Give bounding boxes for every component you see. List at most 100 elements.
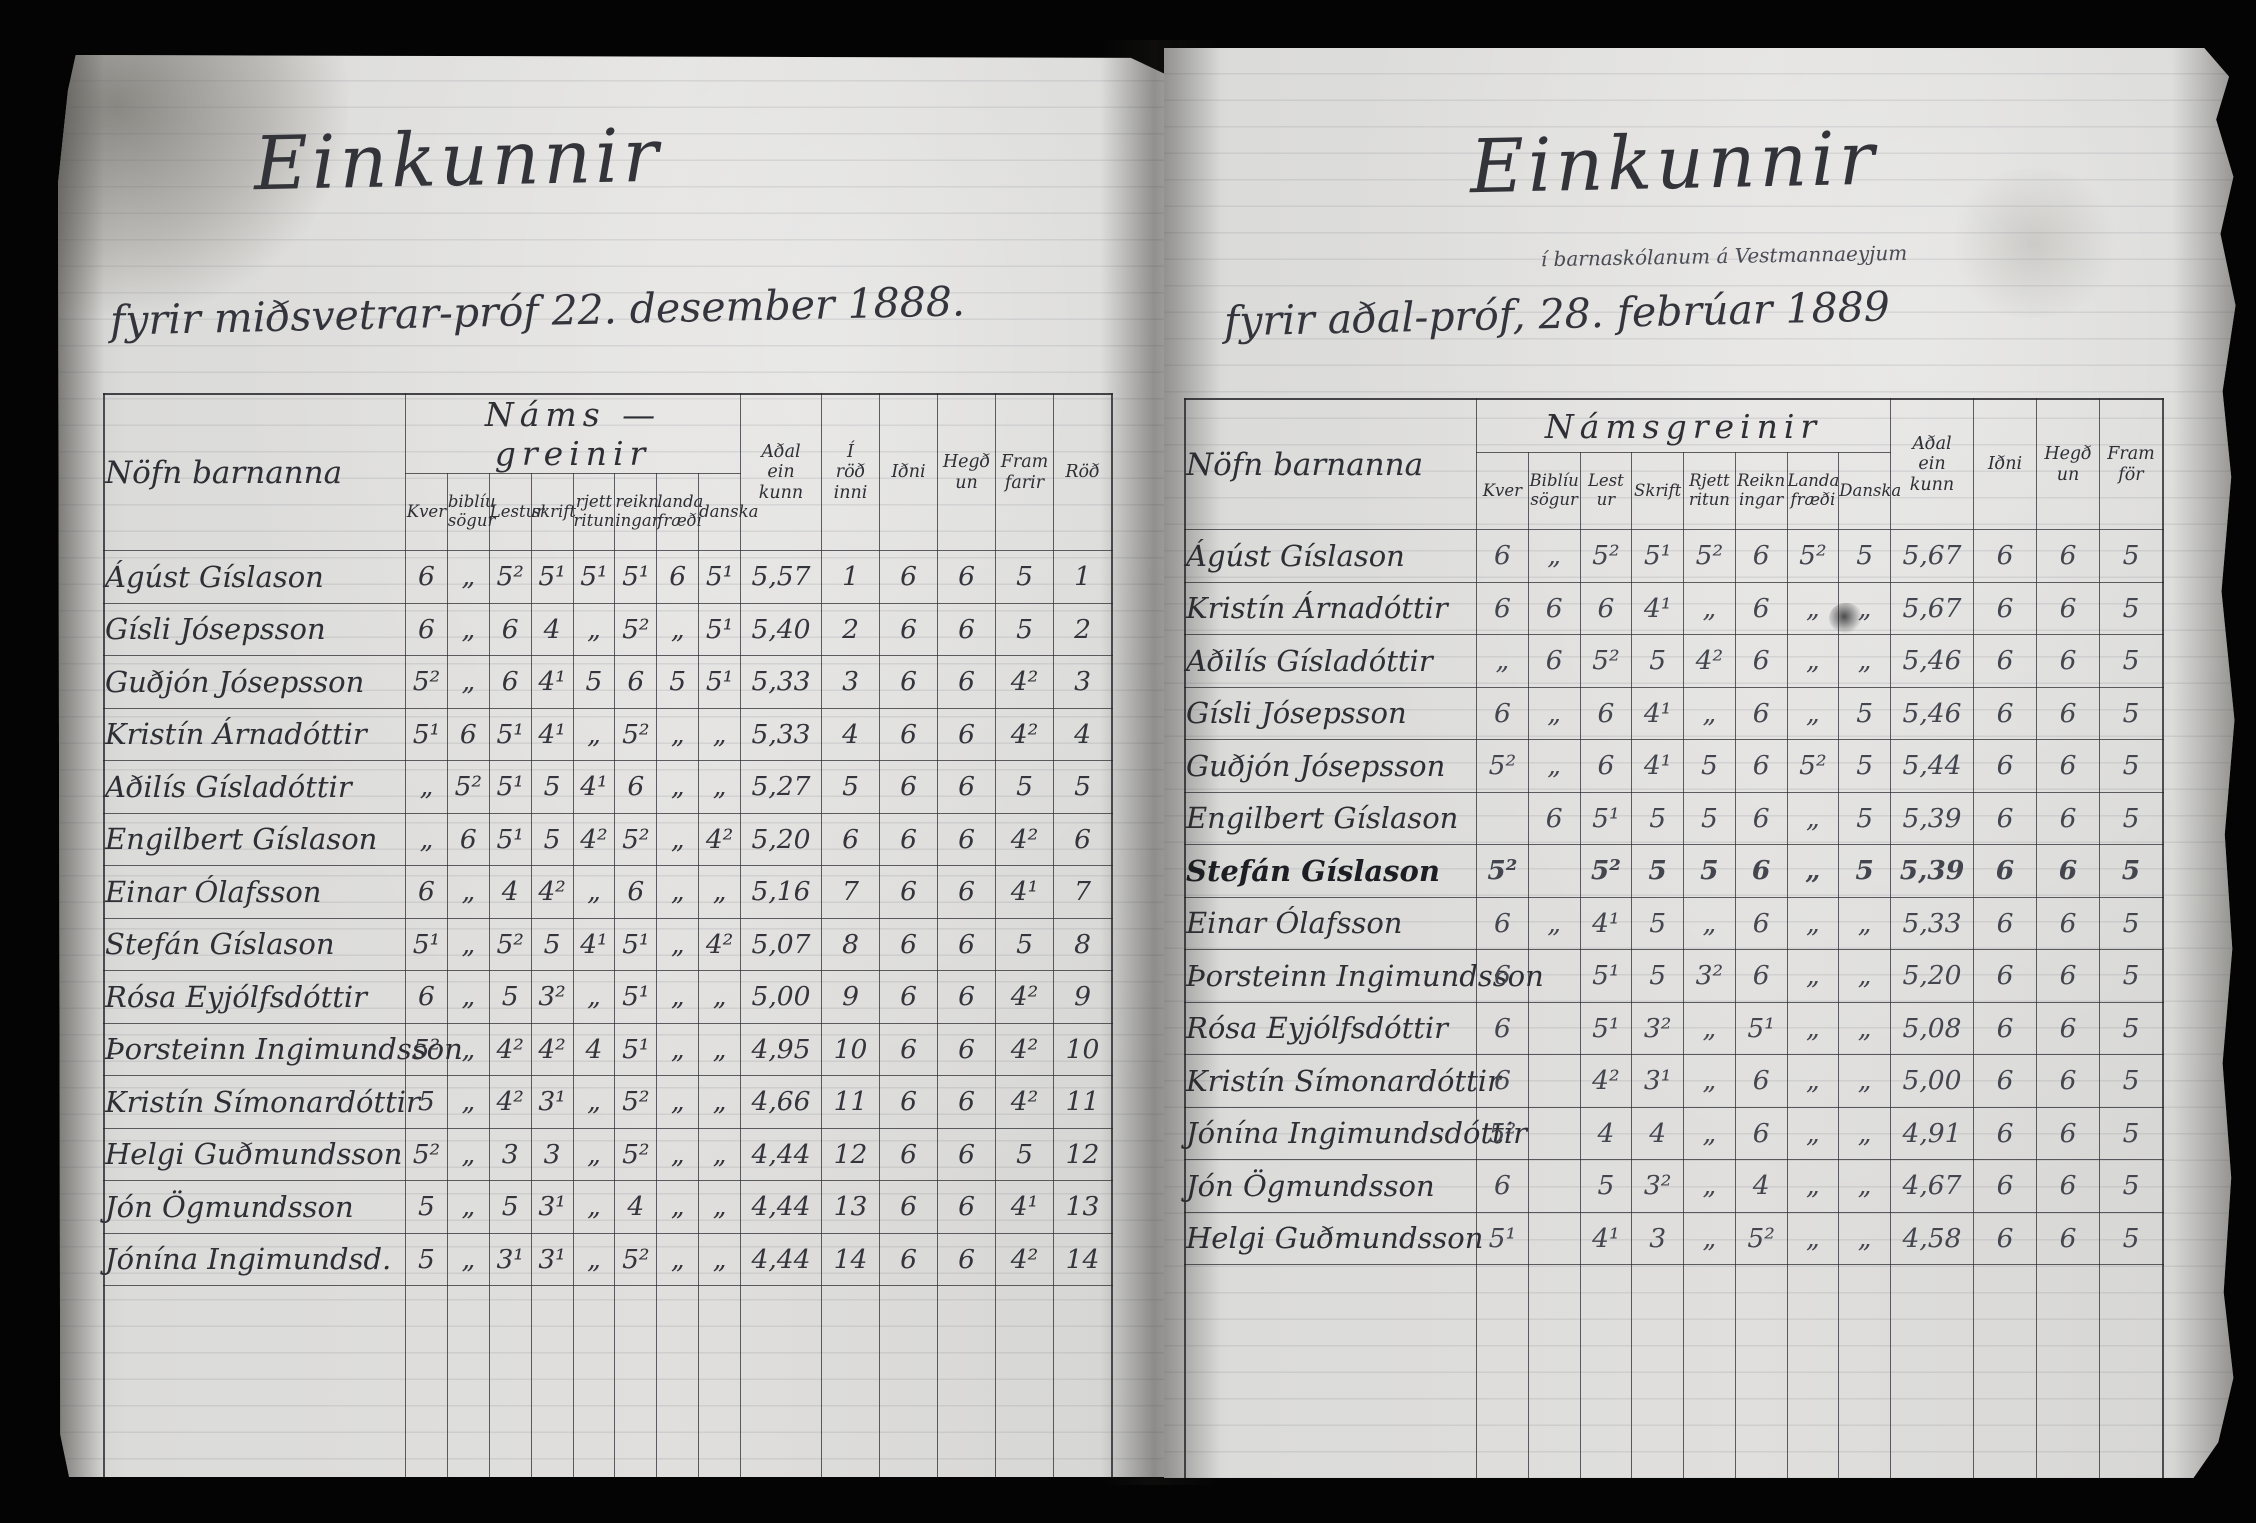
grade-cell: 5 [1838,739,1891,793]
grade-cell: 5 [2099,791,2164,845]
grade-cell: 3 [488,1127,532,1181]
student-row: Aðilís Gísladóttir „ 6 5² 5 4² 6 „ „ 5,46 6 6 5 [1184,634,2164,688]
grade-cell: 6 [937,1022,996,1076]
grade-cell: 4,95 [740,1022,822,1076]
summary-column-header: Iðni [879,393,938,551]
grade-cell: 4 [1579,1106,1633,1160]
grade-cell: 5² [405,655,448,709]
student-name: Jónína Ingimundsd. [103,1232,406,1286]
grade-cell [1527,1106,1581,1160]
empty-cell [488,1285,532,1477]
grade-cell: 5,67 [1890,581,1974,635]
student-name: Engilbert Gíslason [1184,791,1477,845]
grade-cell: 5 [1631,949,1684,1003]
grade-cell: 5¹ [1579,1001,1633,1055]
grade-cell: 6 [1579,686,1633,740]
grade-cell: „ [405,760,448,814]
grade-cell: „ [572,1232,616,1286]
grade-cell: 5 [1838,529,1891,583]
grade-cell: „ [656,1127,700,1181]
grade-cell: 5² [405,1127,448,1181]
grade-cell: „ [446,1180,490,1234]
grade-cell: 4¹ [1631,739,1684,793]
grade-cell: 5,08 [1890,1001,1974,1055]
grade-cell: 4¹ [572,760,616,814]
grade-cell: 6 [2036,581,2100,635]
grade-cell: „ [656,760,700,814]
student-row: Stefán Gíslason 5² 5² 5 5 6 „ 5 5,39 6 6 5 [1184,844,2164,898]
grade-cell: 5² [1476,844,1529,898]
grade-cell: 5 [821,760,880,814]
grade-cell: 5 [1053,760,1113,814]
grade-cell: „ [1683,1001,1736,1055]
grade-cell: 6 [879,602,938,656]
grade-cell: 5¹ [530,550,574,604]
grade-cell: 3¹ [530,1180,574,1234]
grade-cell: 6 [614,865,658,919]
subject-column-header: Danska [1838,452,1901,530]
student-name: Gísli Jósepsson [1184,686,1477,740]
student-row: Kristín Símonardóttir 5 „ 4² 3¹ „ 5² „ „ 4,66 11 6 6… [103,1075,1113,1129]
grade-cell: 4² [488,1022,532,1076]
student-name: Rósa Eyjólfsdóttir [103,970,406,1024]
subject-column-header: biblíu sögur [446,473,495,551]
grade-cell: „ [1838,949,1891,1003]
grade-cell: 5,20 [740,812,822,866]
left-page-subtitle: fyrir miðsvetrar-próf 22. desember 1888. [109,277,966,345]
grade-cell: „ [446,970,490,1024]
grade-cell: „ [698,1075,741,1129]
grade-cell: 6 [1476,1001,1529,1055]
grade-cell: 5 [2099,1054,2164,1108]
student-row: Jón Ögmundsson 6 5 3² „ 4 „ „ 4,67 6 6 5 [1184,1159,2164,1213]
grade-cell: 12 [1053,1127,1113,1181]
grade-cell: 5 [2099,739,2164,793]
grade-cell: 5² [1786,739,1840,793]
grade-cell: 4 [530,602,574,656]
grade-cell: 5² [1579,634,1633,688]
grade-cell: 5 [995,917,1054,971]
grade-cell: 4 [614,1180,658,1234]
grade-cell: 6 [1734,1054,1788,1108]
grade-cell: 5² [488,550,532,604]
grade-cell: „ [656,1232,700,1286]
grade-cell: „ [656,1022,700,1076]
grade-cell: 6 [1476,581,1529,635]
grade-cell: 5² [614,812,658,866]
subject-column-header: Lestur [488,473,544,551]
grade-cell: 6 [446,707,490,761]
grade-cell: 5¹ [1579,949,1633,1003]
grade-cell: 6 [2036,1106,2100,1160]
grade-cell: 5 [2099,1159,2164,1213]
grade-cell: 3² [1631,1001,1684,1055]
grade-cell: „ [1786,634,1840,688]
student-name: Jón Ögmundsson [103,1180,406,1234]
grade-cell: 6 [2036,896,2100,950]
grade-cell: 5¹ [488,760,532,814]
grade-cell: 5,33 [1890,896,1974,950]
subject-column-header: reikn ingar [614,473,660,551]
grade-cell: 5 [1838,686,1891,740]
student-row: Ágúst Gíslason 6 „ 5² 5¹ 5² 6 5² 5 5,67 6 6 5 [1184,529,2164,583]
grade-cell: „ [446,1232,490,1286]
grade-cell: 6 [1973,581,2037,635]
grade-cell: 6 [1973,1001,2037,1055]
subject-column-header: Rjett ritun [1683,452,1736,530]
empty-cell [405,1285,448,1477]
student-name: Engilbert Gíslason [103,812,406,866]
student-row: Þorsteinn Ingimundsson 5² „ 4² 4² 4 5¹ „ „ 4,95 10… [103,1022,1113,1076]
student-row: Helgi Guðmundsson 5² „ 3 3 „ 5² „ „ 4,44 12 6 6 5 12 [103,1127,1113,1181]
student-name: Jónína Ingimundsdóttir [1184,1106,1527,1160]
grade-cell: 4¹ [530,655,574,709]
grade-cell: 5 [405,1232,448,1286]
grade-cell: 6 [2036,634,2100,688]
grade-cell: 5 [572,655,616,709]
grade-cell: 5 [2099,581,2164,635]
grade-cell: 5 [1631,896,1684,950]
grade-cell: 5 [1631,634,1684,688]
grade-cell: „ [1786,581,1840,635]
grade-cell: 5 [2099,896,2164,950]
empty-cell [740,1285,822,1477]
grade-cell: „ [656,917,700,971]
grade-cell: 5² [405,1022,448,1076]
